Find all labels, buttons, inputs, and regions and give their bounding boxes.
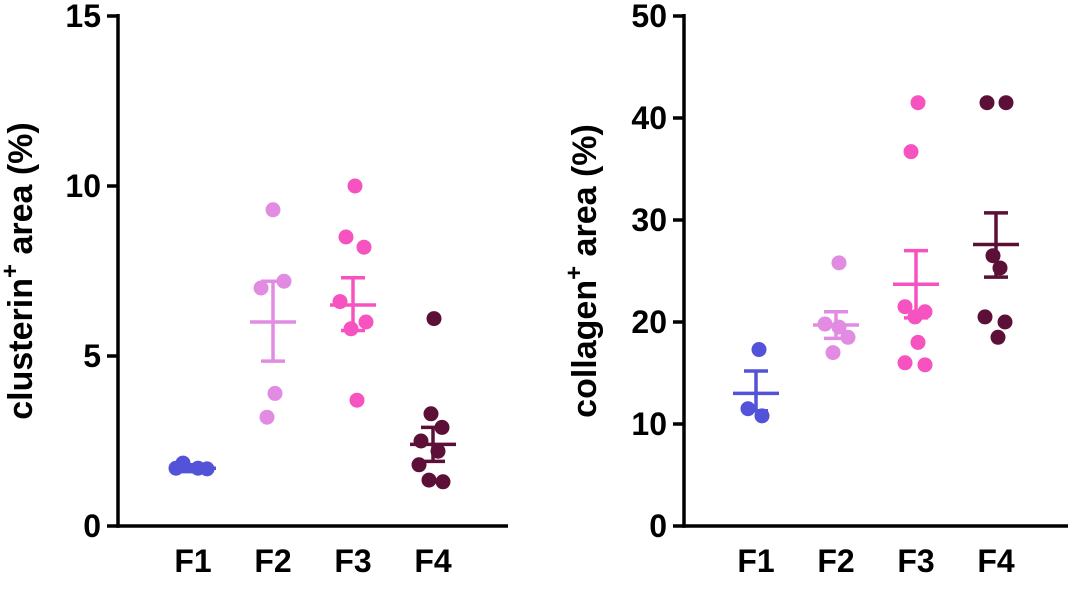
data-point (411, 457, 427, 473)
y-tick-label: 0 (649, 508, 667, 544)
data-point (740, 401, 756, 417)
data-point (259, 409, 275, 425)
data-point (267, 385, 283, 401)
data-point (358, 314, 374, 330)
category-label: F4 (414, 543, 452, 579)
category-label: F1 (174, 543, 211, 579)
data-point (998, 95, 1014, 111)
clusterin-scatter-chart: 0 5 10 15 clusterin+ area (%) F1 F2 F3 F4 (0, 0, 508, 579)
data-point (338, 229, 354, 245)
data-point (426, 311, 442, 327)
data-point (421, 472, 437, 488)
data-point (990, 329, 1006, 345)
category-label: F1 (737, 543, 774, 579)
y-tick-label: 0 (83, 508, 101, 544)
y-tick-label: 30 (631, 202, 667, 238)
data-point (910, 334, 926, 350)
clusterin-chart-panel: 0 5 10 15 clusterin+ area (%) F1 F2 F3 F4 (0, 0, 542, 589)
data-point (413, 433, 429, 449)
collagen-chart-panel: 0 10 20 30 40 50 collagen+ area (%) F1 F2 F3 F4 (542, 0, 1084, 589)
data-point (977, 309, 993, 325)
category-label: F4 (977, 543, 1015, 579)
category-label: F2 (817, 543, 854, 579)
data-point (897, 355, 913, 371)
collagen-scatter-chart: 0 10 20 30 40 50 collagen+ area (%) F1 F2 F3 F4 (561, 0, 1068, 579)
data-point (349, 392, 365, 408)
data-point (332, 294, 348, 310)
y-tick-label: 10 (65, 168, 101, 204)
category-label: F2 (254, 543, 291, 579)
data-point (435, 474, 451, 490)
data-point (423, 406, 439, 422)
data-point (997, 314, 1013, 330)
category-label: F3 (897, 543, 934, 579)
data-point (897, 299, 913, 315)
category-label: F3 (334, 543, 371, 579)
y-axis-title: collagen+ area (%) (561, 124, 604, 418)
y-tick-label: 15 (65, 0, 101, 34)
data-point (347, 178, 363, 194)
data-point (903, 144, 919, 160)
data-point (831, 255, 847, 271)
data-point (979, 95, 995, 111)
data-point (910, 95, 926, 111)
data-point (751, 342, 767, 358)
data-point (917, 357, 933, 373)
y-tick-label: 50 (631, 0, 667, 34)
y-tick-label: 40 (631, 100, 667, 136)
y-axis-title: clusterin+ area (%) (0, 122, 40, 419)
data-point (253, 280, 269, 296)
y-tick-label: 20 (631, 304, 667, 340)
data-point (825, 345, 841, 361)
data-point (356, 239, 372, 255)
y-tick-label: 10 (631, 406, 667, 442)
y-tick-label: 5 (83, 338, 101, 374)
data-point (265, 202, 281, 218)
